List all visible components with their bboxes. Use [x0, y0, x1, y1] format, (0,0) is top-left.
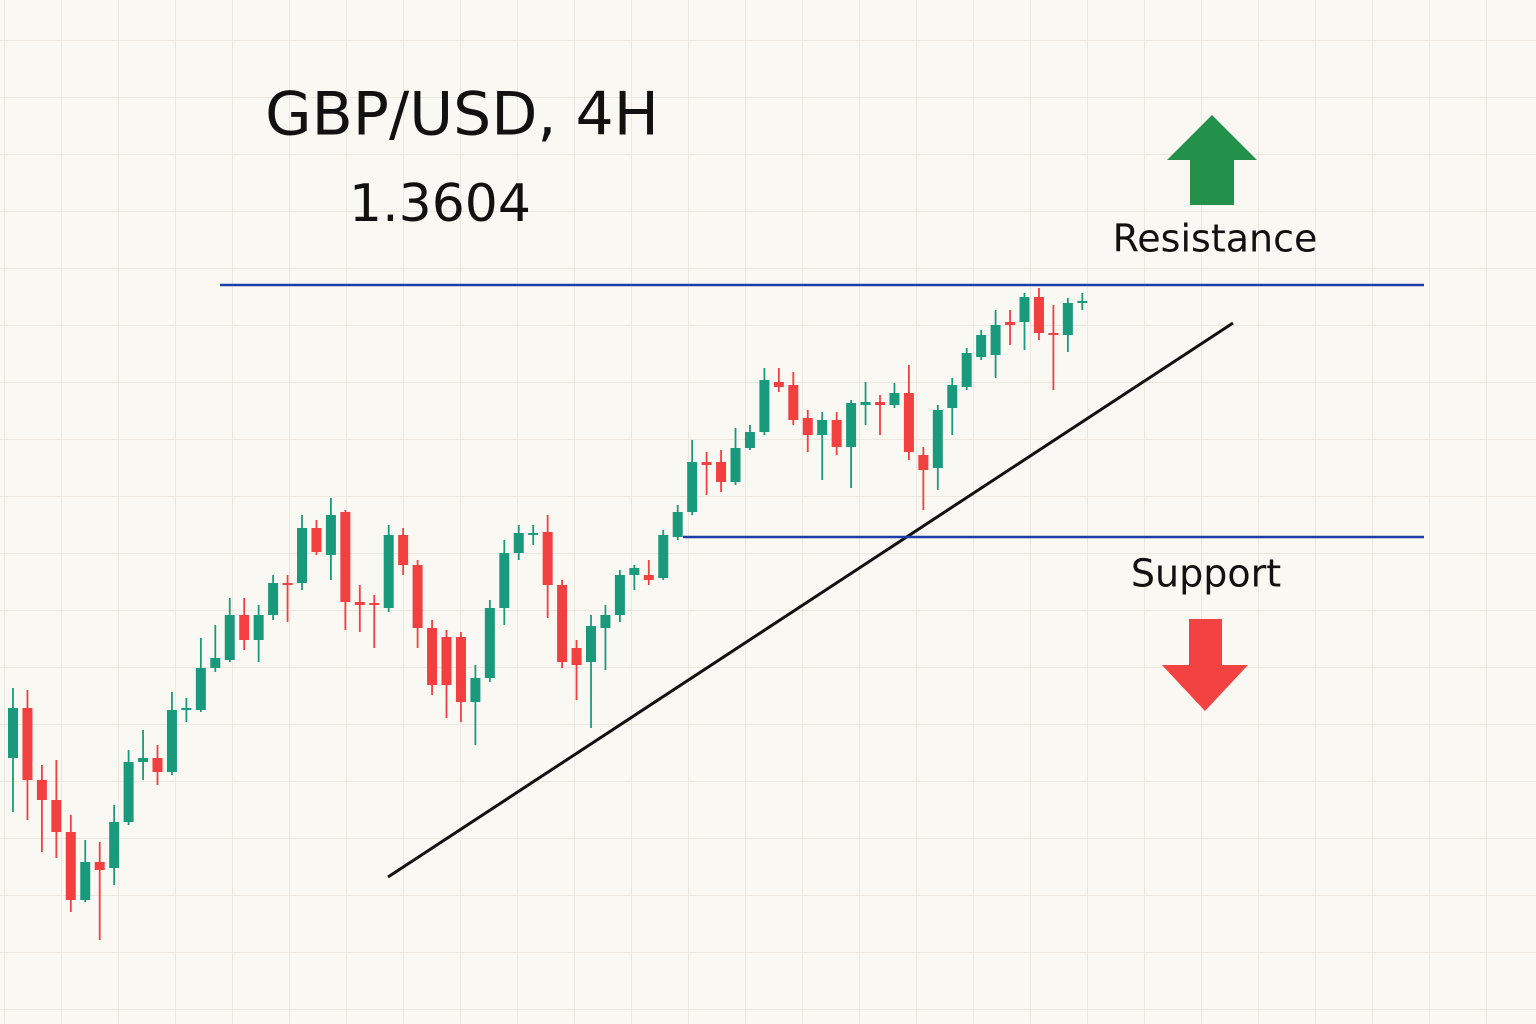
candle-body	[181, 708, 192, 710]
candle-body	[716, 462, 727, 482]
candle-body	[788, 385, 799, 420]
candle-body	[571, 648, 582, 665]
candle-body	[138, 758, 149, 762]
candle-body	[123, 762, 134, 822]
candles	[8, 283, 1424, 940]
candle-body	[65, 832, 76, 900]
candle-body	[687, 462, 698, 512]
up-arrow	[1167, 115, 1257, 205]
candle-body	[325, 515, 336, 555]
candle-body	[210, 658, 221, 668]
candle-body	[614, 575, 625, 615]
candle-body	[513, 533, 524, 553]
candle-body	[1077, 301, 1088, 303]
candle-body	[166, 710, 177, 772]
candle-body	[932, 410, 943, 468]
candle-body	[499, 553, 510, 608]
candle-body	[484, 608, 495, 678]
candle-body	[282, 583, 293, 585]
candle-body	[889, 393, 900, 405]
candle-body	[903, 393, 914, 452]
candle-body	[557, 585, 568, 662]
candle-body	[94, 862, 105, 870]
candle-body	[80, 862, 91, 900]
candle-body	[802, 418, 813, 435]
candle-body	[643, 575, 654, 580]
candle-body	[22, 708, 33, 780]
candle-body	[846, 403, 857, 447]
candle-body	[528, 533, 539, 535]
candle-body	[253, 615, 264, 640]
candle-body	[831, 420, 842, 447]
candle-body	[672, 512, 683, 537]
candle-body	[455, 637, 466, 702]
candle-body	[918, 455, 929, 470]
candle-body	[239, 615, 250, 640]
candle-body	[427, 628, 438, 685]
trend-line	[387, 321, 1234, 879]
candle-body	[744, 432, 755, 448]
candle-body	[961, 353, 972, 387]
candle-body	[354, 602, 365, 605]
candle-body	[470, 678, 481, 702]
candle-body	[629, 568, 640, 575]
candle-body	[701, 462, 712, 465]
candle-body	[369, 603, 380, 605]
candle-body	[340, 512, 351, 602]
resistance-label: Resistance	[1113, 217, 1318, 261]
candle-body	[658, 535, 669, 578]
candle-body	[268, 583, 279, 615]
candle-body	[441, 637, 452, 685]
last-price: 1.3604	[349, 174, 531, 234]
candle-body	[1062, 303, 1073, 335]
candle-body	[195, 668, 206, 710]
candle-body	[586, 626, 596, 662]
candle-body	[976, 335, 987, 357]
candle-body	[383, 535, 394, 608]
candle-body	[600, 615, 611, 628]
candle-body	[990, 325, 1001, 355]
candle-body	[412, 565, 423, 628]
candle-body	[8, 708, 18, 758]
candle-body	[398, 535, 409, 565]
down-arrow	[1162, 619, 1248, 711]
candle-body	[36, 780, 47, 800]
candle-body	[542, 532, 553, 585]
candle-body	[1033, 297, 1044, 333]
candle-body	[51, 800, 62, 832]
candle-body	[1048, 333, 1059, 335]
candle-body	[109, 822, 120, 868]
candle-body	[1005, 322, 1016, 325]
support-label: Support	[1131, 552, 1281, 596]
candle-body	[297, 528, 307, 583]
candle-body	[730, 448, 741, 482]
chart-title: GBP/USD, 4H	[265, 80, 659, 150]
candle-body	[875, 402, 885, 405]
candle-body	[773, 382, 784, 387]
candle-body	[224, 615, 235, 660]
candle-body	[311, 528, 322, 552]
candle-body	[860, 402, 871, 405]
candle-body	[152, 758, 163, 772]
candle-body	[817, 420, 828, 435]
candle-body	[759, 380, 770, 432]
candle-body	[1019, 297, 1030, 322]
candle-body	[947, 385, 958, 408]
